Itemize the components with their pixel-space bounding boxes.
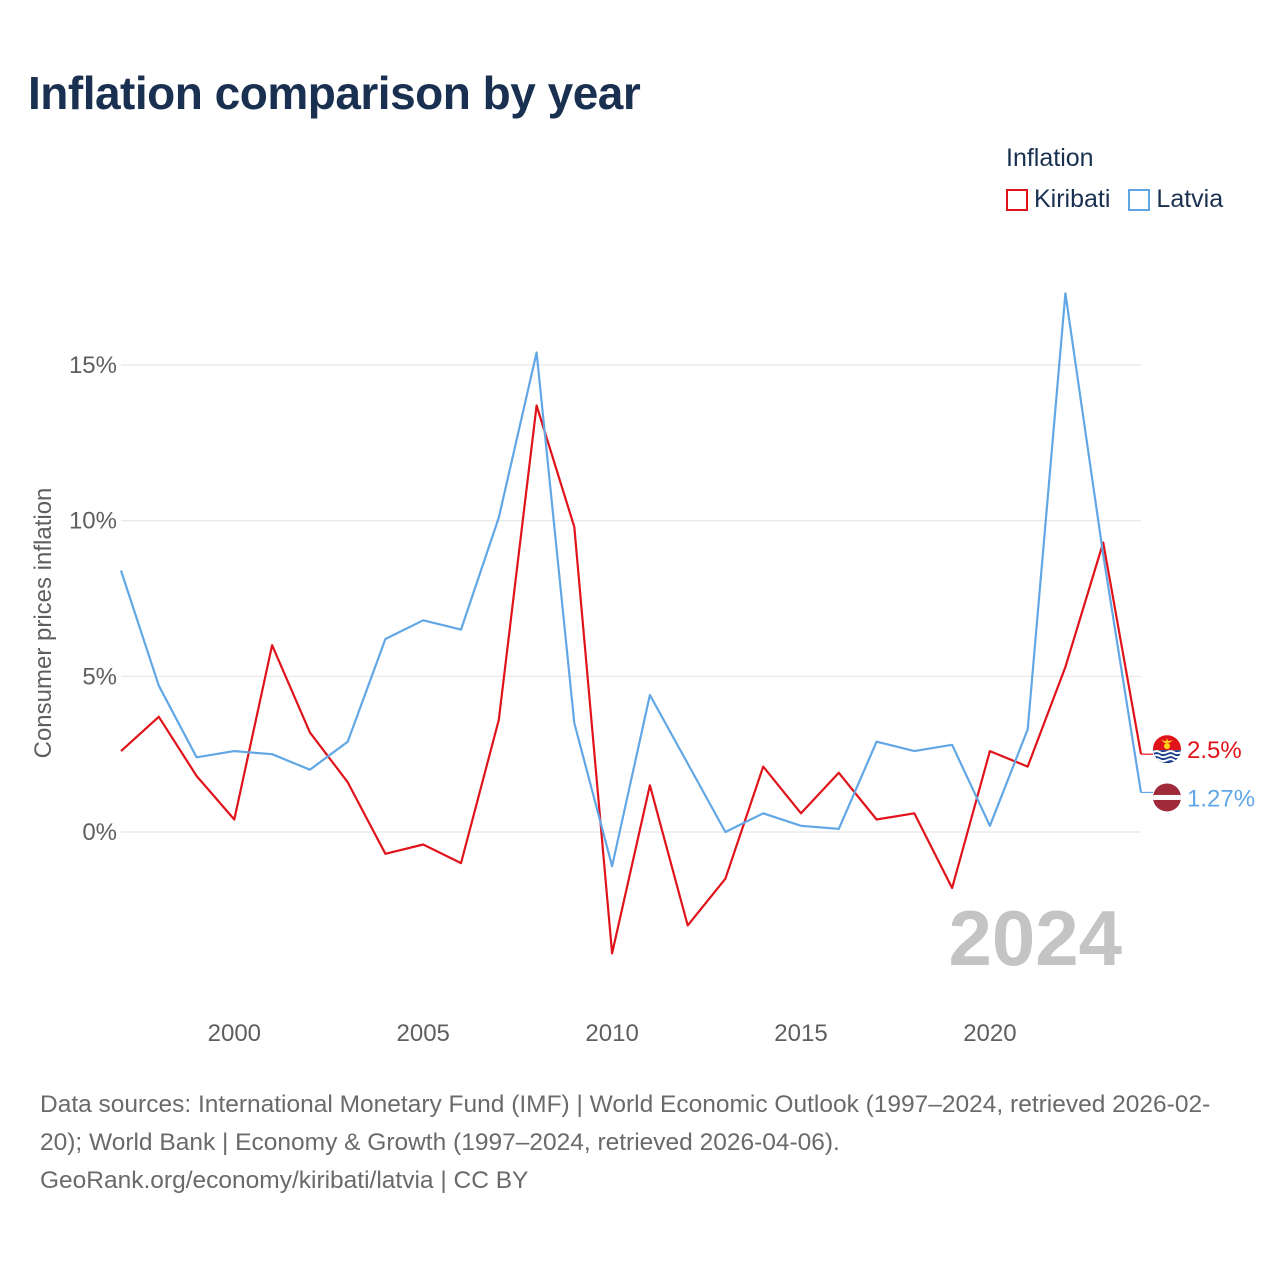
legend-swatch-latvia (1128, 188, 1151, 211)
data-point-latvia (874, 739, 880, 745)
data-point-latvia (231, 748, 237, 754)
x-tick-label: 2010 (585, 1020, 638, 1047)
data-point-latvia (1062, 290, 1068, 296)
data-point-kiribati (874, 817, 880, 823)
line-chart: 0% 5% 10% 15% 2000 2005 2010 2015 2020 Consumer… (30, 290, 1255, 1047)
data-point-kiribati (345, 779, 351, 785)
data-point-latvia (382, 636, 388, 642)
data-point-kiribati (1025, 764, 1031, 770)
data-point-latvia (194, 754, 200, 760)
data-point-latvia (609, 863, 615, 869)
legend-label-latvia: Latvia (1156, 185, 1224, 213)
data-point-kiribati (1062, 664, 1068, 670)
data-point-latvia (1100, 552, 1106, 558)
data-point-kiribati (987, 748, 993, 754)
data-point-kiribati (722, 876, 728, 882)
legend-item-kiribati[interactable]: Kiribati (1006, 185, 1110, 214)
data-sources: Data sources: International Monetary Fun… (40, 1086, 1250, 1200)
data-point-kiribati (534, 402, 540, 408)
data-point-latvia (647, 692, 653, 698)
series-line-kiribati (120, 404, 1143, 955)
series-end-labels: 2.5% 1.27% (1153, 735, 1255, 812)
x-tick-label: 2000 (208, 1020, 261, 1047)
x-tick-label: 2005 (397, 1020, 450, 1047)
kiribati-flag-icon (1153, 735, 1181, 764)
data-point-latvia (118, 567, 124, 573)
legend-swatch-kiribati (1006, 188, 1028, 211)
year-watermark: 2024 (948, 894, 1122, 982)
y-tick-label: 10% (69, 508, 117, 535)
x-axis-ticks: 2000 2005 2010 2015 2020 (208, 1020, 1017, 1047)
data-point-kiribati (949, 885, 955, 891)
data-point-kiribati (194, 773, 200, 779)
data-point-kiribati (798, 810, 804, 816)
data-point-latvia (496, 515, 502, 521)
data-point-latvia (987, 823, 993, 829)
data-point-latvia (722, 829, 728, 835)
legend-title: Inflation (1006, 144, 1094, 172)
data-point-kiribati (647, 782, 653, 788)
legend-item-latvia[interactable]: Latvia (1128, 185, 1223, 214)
y-axis-label: Consumer prices inflation (30, 488, 57, 759)
y-tick-label: 5% (82, 663, 117, 690)
data-point-kiribati (382, 851, 388, 857)
data-point-kiribati (118, 748, 124, 754)
data-point-latvia (760, 810, 766, 816)
data-point-latvia (571, 720, 577, 726)
latvia-flag-icon (1153, 783, 1181, 812)
gridlines (121, 364, 1141, 833)
data-point-latvia (534, 350, 540, 356)
data-point-kiribati (685, 922, 691, 928)
data-point-latvia (685, 761, 691, 767)
data-point-latvia (949, 742, 955, 748)
data-point-kiribati (420, 841, 426, 847)
data-point-latvia (458, 627, 464, 633)
data-point-kiribati (496, 717, 502, 723)
legend-label-kiribati: Kiribati (1034, 185, 1111, 213)
data-point-latvia (911, 748, 917, 754)
legend-items: Kiribati Latvia (1006, 185, 1223, 214)
data-point-kiribati (836, 770, 842, 776)
x-tick-label: 2015 (774, 1020, 827, 1047)
end-label-latvia: 1.27% (1187, 785, 1255, 812)
data-point-latvia (345, 739, 351, 745)
data-point-kiribati (269, 642, 275, 648)
sources-link[interactable]: GeoRank.org/economy/kiribati/latvia | CC… (40, 1167, 529, 1194)
data-point-kiribati (307, 729, 313, 735)
series-lines (118, 290, 1153, 956)
data-point-latvia (269, 751, 275, 757)
data-point-kiribati (609, 950, 615, 956)
data-point-kiribati (571, 524, 577, 530)
data-point-latvia (1025, 726, 1031, 732)
data-point-latvia (307, 767, 313, 773)
data-point-latvia (420, 617, 426, 623)
data-point-kiribati (458, 860, 464, 866)
chart-title: Inflation comparison by year (28, 67, 641, 119)
y-tick-label: 0% (82, 819, 117, 846)
end-label-kiribati: 2.5% (1187, 737, 1242, 764)
data-point-kiribati (231, 817, 237, 823)
data-point-latvia (836, 826, 842, 832)
y-tick-label: 15% (69, 352, 117, 379)
series-line-latvia (119, 292, 1143, 868)
data-point-latvia (798, 823, 804, 829)
data-point-kiribati (156, 714, 162, 720)
sources-text: Data sources: International Monetary Fun… (40, 1091, 1211, 1156)
legend: Inflation Kiribati Latvia (1006, 144, 1223, 214)
y-axis-ticks: 0% 5% 10% 15% (69, 352, 117, 846)
data-point-latvia (156, 683, 162, 689)
data-point-kiribati (911, 810, 917, 816)
data-point-kiribati (760, 764, 766, 770)
x-tick-label: 2020 (963, 1020, 1016, 1047)
